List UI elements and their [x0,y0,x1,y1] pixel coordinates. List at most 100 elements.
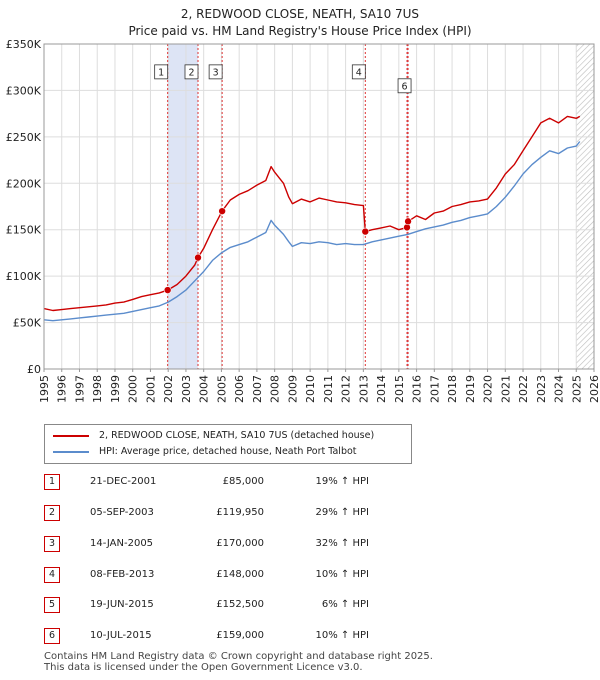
transaction-hpi: 29% ↑ HPI [315,507,369,518]
transaction-label-text: 4 [356,67,362,78]
x-tick-label: 2010 [304,375,317,403]
y-tick-label: £100K [6,270,42,283]
transaction-price: £159,000 [216,630,264,641]
x-tick-label: 2013 [357,375,370,403]
x-tick-label: 2002 [162,375,175,403]
transaction-price: £170,000 [216,538,264,549]
transaction-hpi: 10% ↑ HPI [315,569,369,580]
x-tick-label: 2026 [588,375,600,403]
transaction-date: 05-SEP-2003 [90,507,154,518]
x-tick-label: 2011 [322,375,335,403]
transaction-point [218,207,226,215]
x-tick-label: 2000 [127,375,140,403]
x-tick-label: 2009 [286,375,299,403]
transaction-label-box [397,78,412,94]
table-row: 3 14-JAN-2005 £170,000 32% ↑ HPI [44,536,424,552]
transaction-label-box [184,64,199,80]
transaction-price: £148,000 [216,569,264,580]
chart-title-block: 2, REDWOOD CLOSE, NEATH, SA10 7US Price … [0,6,600,40]
transaction-date: 19-JUN-2015 [90,599,154,610]
transaction-point [194,253,202,262]
y-tick-label: £0 [27,363,41,376]
legend-label-hpi: HPI: Average price, detached house, Neat… [99,446,357,457]
transaction-date: 21-DEC-2001 [90,476,157,487]
transaction-label-box [208,64,223,80]
transaction-date: 14-JAN-2005 [90,538,154,549]
legend-swatch-hpi [53,450,89,453]
x-tick-label: 2018 [446,375,459,403]
transaction-point [404,217,412,226]
transaction-label-text: 6 [402,81,408,92]
x-tick-label: 2019 [464,375,477,403]
table-row: 6 10-JUL-2015 £159,000 10% ↑ HPI [44,628,424,644]
footer-copyright: Contains HM Land Registry data © Crown c… [44,651,433,662]
chart-subtitle: Price paid vs. HM Land Registry's House … [128,24,472,38]
x-tick-label: 1999 [109,375,122,403]
property-series-line [43,115,581,312]
transaction-label: 3 [208,64,223,80]
transaction-label: 2 [184,64,199,80]
transaction-hpi: 32% ↑ HPI [315,538,369,549]
y-tick-label: £50K [13,317,42,330]
legend-item-hpi: HPI: Average price, detached house, Neat… [53,445,357,459]
chart-title: 2, REDWOOD CLOSE, NEATH, SA10 7US [180,7,420,21]
transaction-label-box [154,64,169,80]
y-tick-label: £350K [6,38,42,51]
transaction-number: 4 [44,567,60,583]
x-tick-label: 2022 [517,375,530,403]
transaction-label-text: 1 [158,67,164,78]
table-row: 1 21-DEC-2001 £85,000 19% ↑ HPI [44,474,424,490]
transaction-hpi: 10% ↑ HPI [315,630,369,641]
transaction-number: 6 [44,628,60,644]
x-tick-label: 1996 [56,375,69,403]
y-tick-label: £250K [6,131,42,144]
x-tick-label: 2008 [269,375,282,403]
transaction-hpi: 6% ↑ HPI [321,599,369,610]
x-tick-label: 2012 [340,375,353,403]
table-row: 2 05-SEP-2003 £119,950 29% ↑ HPI [44,505,424,521]
x-tick-label: 2025 [570,375,583,403]
transaction-number: 1 [44,474,60,490]
x-tick-label: 2005 [215,375,228,403]
transaction-label-box [351,64,366,80]
transaction-point [163,286,172,294]
transaction-price: £152,500 [216,599,264,610]
price-chart: 1 2 3 4 6 £0 £50K £100K £150K £200K £250K £300K £350… [6,38,600,403]
x-tick-label: 2021 [499,375,512,403]
transaction-label-text: 3 [213,67,219,78]
x-tick-label: 2020 [482,375,495,403]
legend-label-property: 2, REDWOOD CLOSE, NEATH, SA10 7US (detac… [99,430,375,441]
transaction-number: 3 [44,536,60,552]
transaction-date: 10-JUL-2015 [90,630,152,641]
x-tick-label: 2006 [233,375,246,403]
x-tick-label: 2007 [251,375,264,403]
forecast-hatch [576,44,594,369]
transaction-label-text: 2 [188,67,194,78]
legend-item-property: 2, REDWOOD CLOSE, NEATH, SA10 7US (detac… [53,429,374,443]
footer-license: This data is licensed under the Open Gov… [44,662,363,673]
plot-area [44,44,594,369]
y-tick-label: £200K [6,177,42,190]
x-tick-label: 1997 [73,375,86,403]
transaction-price: £119,950 [216,507,264,518]
y-tick-label: £300K [6,84,42,97]
x-tick-label: 2024 [553,375,566,403]
x-tick-label: 1998 [91,375,104,403]
footer: Contains HM Land Registry data © Crown c… [44,651,433,673]
table-row: 5 19-JUN-2015 £152,500 6% ↑ HPI [44,597,424,613]
x-tick-label: 2016 [411,375,424,403]
holding-period-band [167,44,198,369]
x-tick-label: 2001 [144,375,157,403]
transaction-number: 2 [44,505,60,521]
x-tick-label: 2014 [375,375,388,403]
transaction-number: 5 [44,597,60,613]
x-tick-label: 1995 [38,375,51,403]
table-row: 4 08-FEB-2013 £148,000 10% ↑ HPI [44,567,424,583]
transaction-point [361,227,370,236]
holding-period-band [407,44,409,369]
y-tick-label: £150K [6,224,42,237]
transaction-date: 08-FEB-2013 [90,569,155,580]
transaction-label: 4 [351,64,366,80]
x-tick-label: 2004 [198,375,211,403]
transaction-price: £85,000 [222,476,264,487]
